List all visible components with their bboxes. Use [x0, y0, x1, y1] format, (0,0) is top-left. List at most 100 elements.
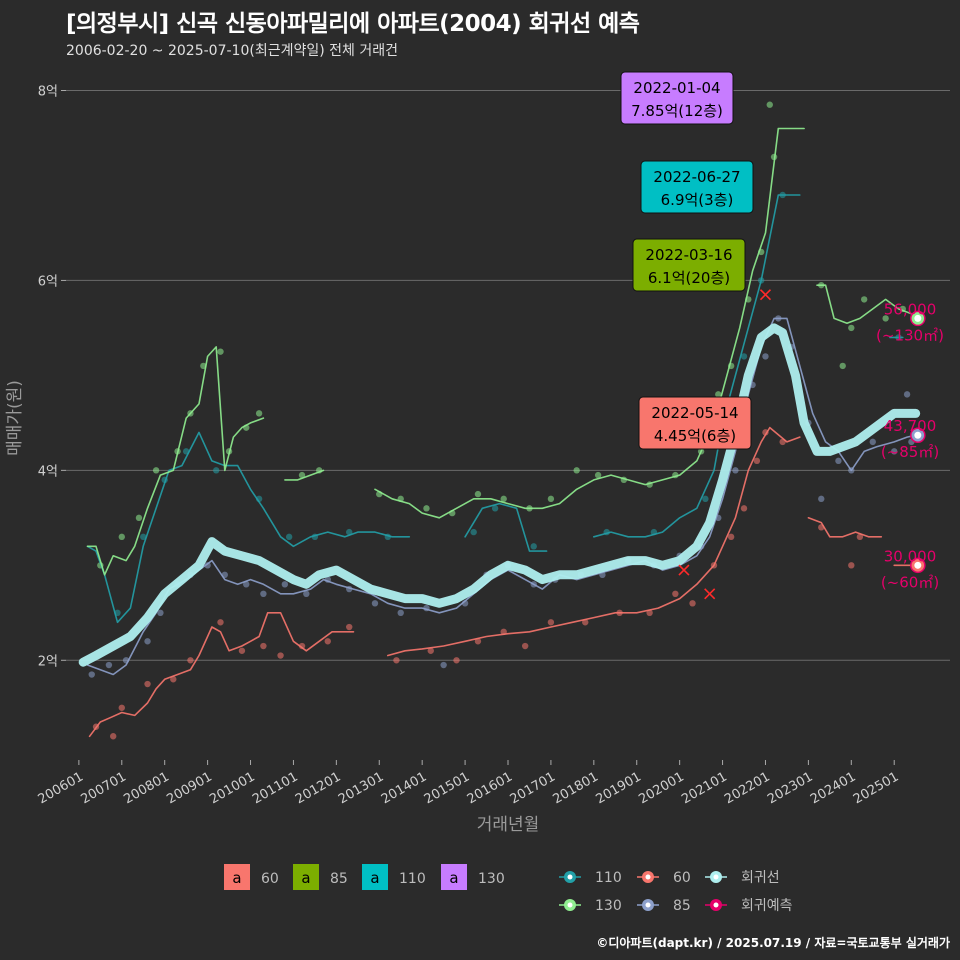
annotation-box [638, 396, 752, 450]
legend-key-letter: a [232, 869, 241, 887]
scatter-point [427, 647, 434, 654]
scatter-point [371, 600, 379, 607]
annotation-box [632, 238, 746, 292]
series-line-130 [284, 469, 325, 481]
annotation-date: 2022-01-04 [633, 79, 720, 97]
scatter-point [255, 410, 263, 417]
series-line-110 [464, 502, 548, 552]
scatter-point [105, 661, 113, 669]
legend: a 60 a 85 a 110 a 130 110 60 회귀선 130 85 회귀예측 [224, 864, 793, 914]
cross-marks [678, 289, 772, 600]
scatter-point [440, 661, 447, 669]
prediction-marker-center [914, 431, 922, 439]
scatter-point [204, 562, 211, 569]
scatter-point [835, 457, 842, 465]
prediction-price: 56,000 [884, 300, 937, 318]
series-line-130 [816, 284, 913, 324]
x-tick-label: 201301 [336, 769, 386, 807]
legend-line-회귀선: 회귀선 [741, 870, 780, 886]
scatter-point [762, 353, 769, 360]
annotation-value: 6.1억(20층) [648, 269, 730, 287]
legend-dot-center [645, 902, 651, 908]
annotation-date: 2022-05-14 [651, 404, 738, 422]
scatter-point [118, 533, 125, 541]
prediction-area: (~130㎡) [876, 326, 944, 344]
annotation-2022-03-16: 2022-03-16 6.1억(20층) [632, 238, 746, 292]
series-line-110 [86, 431, 411, 624]
y-axis-title: 매매가(원) [5, 380, 25, 456]
scatter-point [135, 514, 143, 522]
x-tick-label: 202501 [851, 769, 901, 807]
x-tick-label: 201401 [379, 769, 429, 807]
scatter-point [423, 505, 430, 512]
prediction-(~130㎡): 56,000 (~130㎡) [876, 300, 944, 344]
scatter-point [88, 671, 95, 678]
legend-dot-center [713, 874, 719, 880]
scatter-point [474, 490, 482, 498]
legend-key-130 [441, 864, 467, 890]
annotation-value: 6.9억(3층) [661, 191, 734, 209]
scatter-point [346, 528, 353, 536]
x-tick-label: 201101 [250, 769, 300, 807]
legend-line-85: 85 [673, 898, 691, 914]
scatter-point [732, 467, 739, 474]
scatter-point [453, 657, 460, 664]
scatter-point [500, 495, 507, 503]
scatter-point [281, 581, 289, 588]
legend-label-110: 110 [399, 871, 426, 887]
cross-mark [678, 564, 690, 576]
legend-dot-center [645, 874, 651, 880]
scatter-point [170, 676, 177, 683]
scatter-point [818, 495, 825, 503]
scatter-point [346, 623, 353, 631]
scatter-point [903, 391, 911, 398]
scatter-point [869, 438, 876, 446]
legend-label-130: 130 [478, 871, 505, 887]
series-lines [78, 127, 921, 738]
x-tick-label: 202401 [808, 769, 858, 807]
scatter-point [303, 590, 310, 598]
legend-key-letter: a [301, 869, 310, 887]
scatter-point [187, 657, 194, 664]
scatter-point [324, 638, 331, 645]
scatter-point [856, 533, 864, 541]
x-axis-ticks: 2006012007012008012009012010012011012012… [36, 760, 901, 807]
annotation-value: 7.85억(12층) [631, 102, 723, 120]
regression-line [78, 323, 921, 667]
max-annotations: 2022-01-047.85억(12층)2022-06-276.9억(3층)20… [620, 71, 754, 450]
scatter-point [715, 391, 722, 398]
grid-lines [66, 89, 950, 661]
x-tick-label: 200601 [36, 769, 86, 807]
annotation-box [640, 160, 754, 214]
cross-mark [759, 289, 772, 301]
scatter-points [88, 101, 915, 740]
scatter-point [470, 528, 477, 536]
x-tick-label: 202201 [722, 769, 772, 807]
scatter-point [860, 296, 868, 303]
scatter-point [848, 324, 855, 332]
legend-line-110: 110 [595, 870, 622, 886]
scatter-point [530, 543, 537, 550]
y-tick-label: 2억 [38, 654, 58, 669]
x-tick-label: 201601 [465, 769, 515, 807]
credit-text: ©디아파트(dapt.kr) / 2025.07.19 / 자료=국토교통부 실… [596, 936, 950, 950]
scatter-point [298, 471, 306, 479]
scatter-point [891, 448, 898, 455]
scatter-point [547, 619, 555, 626]
scatter-point [882, 315, 889, 322]
scatter-point [157, 609, 164, 617]
scatter-point [397, 609, 404, 617]
x-tick-label: 201201 [293, 769, 343, 807]
prediction-area: (~60㎡) [881, 573, 939, 591]
x-tick-label: 200701 [78, 769, 128, 807]
scatter-point [582, 619, 589, 626]
scatter-point [238, 647, 246, 654]
scatter-point [766, 101, 773, 108]
scatter-point [839, 362, 846, 370]
scatter-point [152, 467, 160, 474]
legend-line-회귀예측: 회귀예측 [741, 898, 793, 914]
prediction-price: 43,700 [884, 417, 937, 435]
scatter-point [521, 642, 529, 650]
x-tick-label: 202001 [636, 769, 686, 807]
